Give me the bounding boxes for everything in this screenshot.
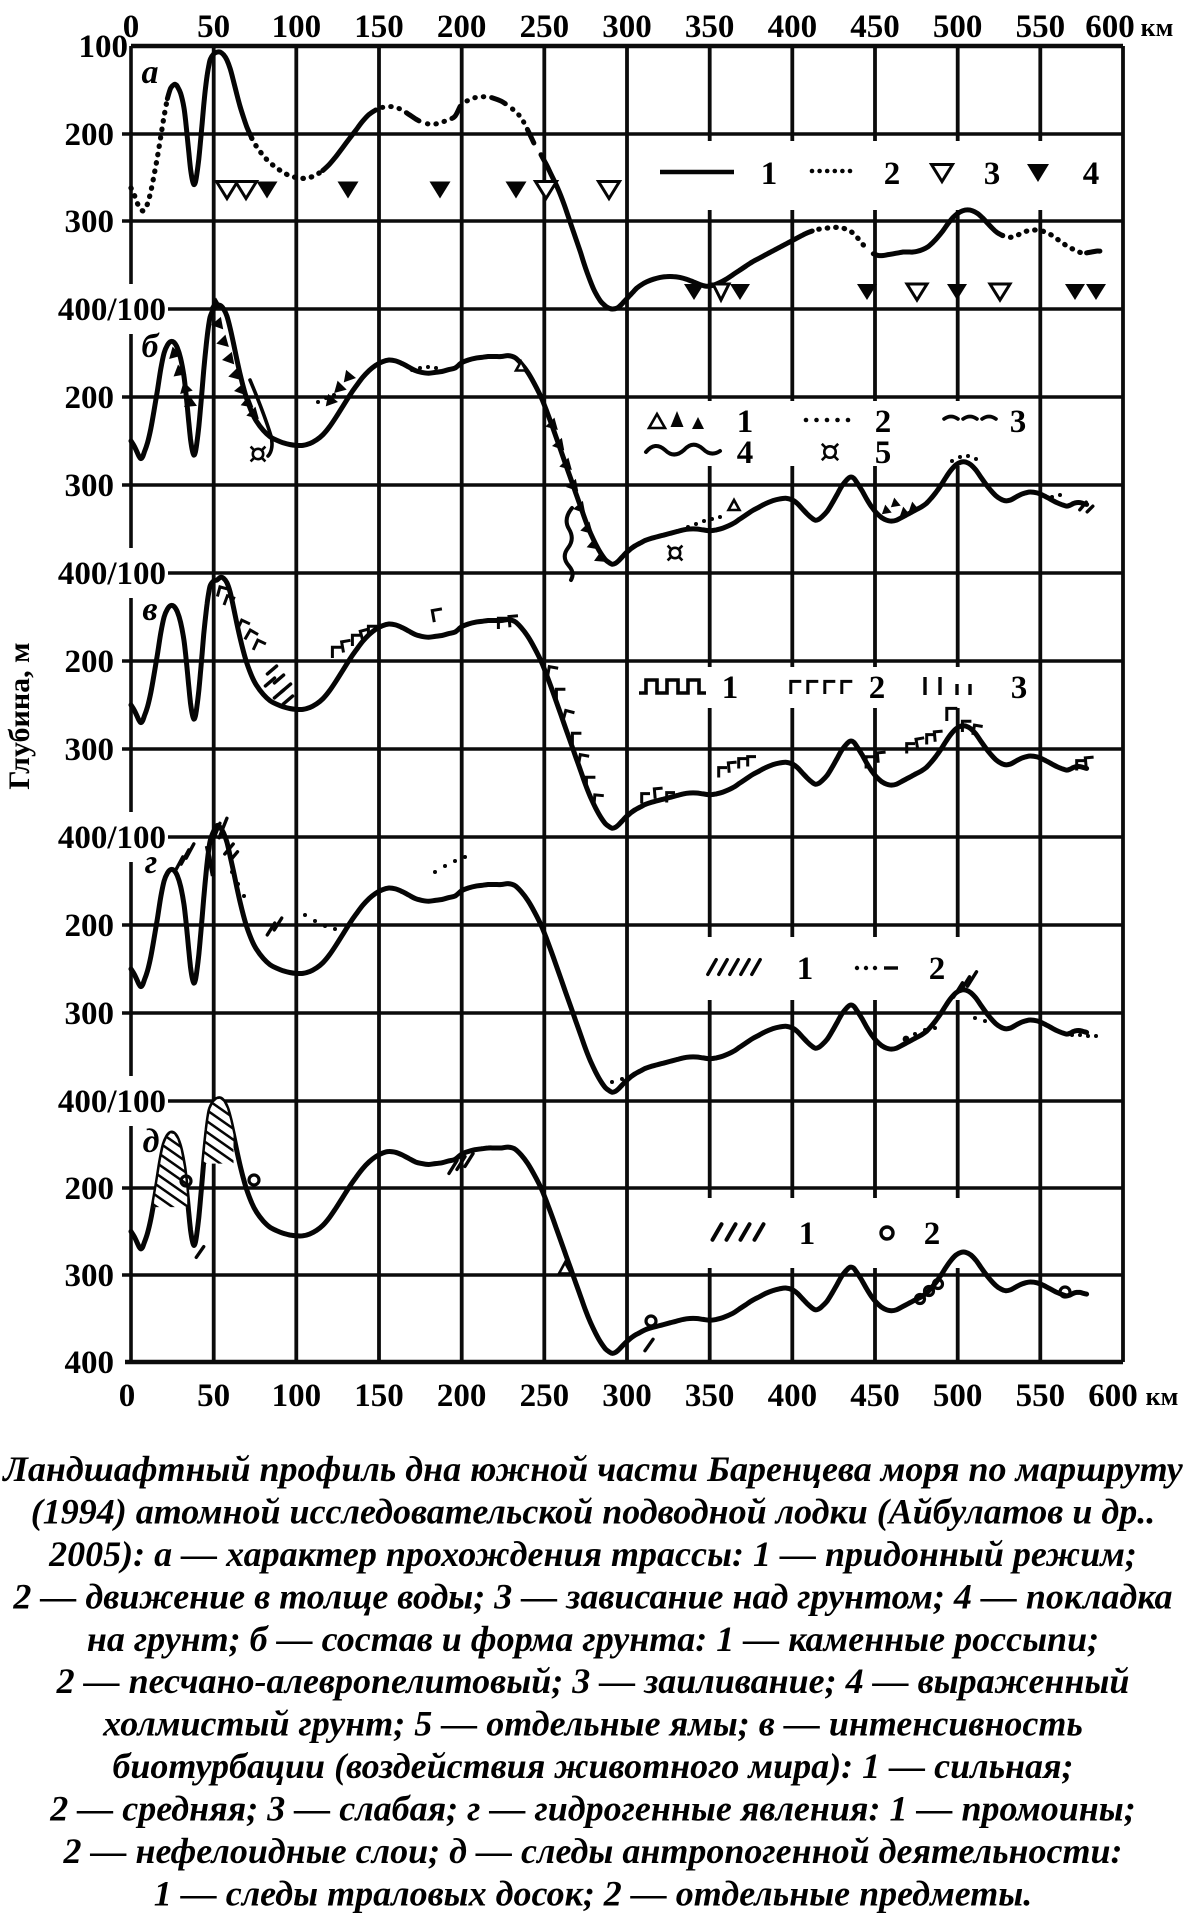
svg-text:0: 0 [119,1378,136,1414]
svg-text:б: б [142,328,161,365]
svg-text:200: 200 [437,9,487,45]
svg-text:2: 2 [924,1216,941,1252]
svg-text:2: 2 [869,670,886,706]
svg-text:150: 150 [354,1378,404,1414]
svg-text:200: 200 [65,1171,115,1207]
svg-text:400/100: 400/100 [58,1084,166,1120]
svg-text:450: 450 [850,1378,900,1414]
svg-text:холмистый грунт; 5 — отдельные: холмистый грунт; 5 — отдельные ямы; в — … [102,1704,1083,1744]
svg-text:200: 200 [65,644,115,680]
svg-text:400/100: 400/100 [58,820,166,856]
svg-text:400/100: 400/100 [58,292,166,328]
svg-text:200: 200 [437,1378,487,1414]
svg-text:300: 300 [65,996,115,1032]
svg-text:(1994) атомной исследовательск: (1994) атомной исследовательской подводн… [31,1492,1155,1532]
svg-text:2: 2 [875,404,892,440]
svg-text:300: 300 [65,204,115,240]
svg-text:600: 600 [1088,1378,1138,1414]
svg-text:400: 400 [768,1378,818,1414]
svg-text:500: 500 [933,1378,983,1414]
svg-text:д: д [143,1123,160,1160]
svg-text:50: 50 [197,1378,230,1414]
svg-text:600: 600 [1085,9,1135,45]
svg-text:100: 100 [272,9,322,45]
svg-text:300: 300 [602,9,652,45]
svg-text:350: 350 [685,1378,735,1414]
svg-text:200: 200 [65,908,115,944]
svg-text:200: 200 [65,117,115,153]
svg-text:3: 3 [1011,670,1028,706]
svg-text:300: 300 [65,732,115,768]
svg-text:2 — нефелоидные слои; д — след: 2 — нефелоидные слои; д — следы антропог… [62,1831,1122,1871]
svg-text:550: 550 [1016,1378,1066,1414]
svg-text:400: 400 [768,9,818,45]
svg-text:а: а [142,54,159,91]
svg-text:1: 1 [722,670,739,706]
svg-text:100: 100 [272,1378,322,1414]
svg-text:300: 300 [602,1378,652,1414]
svg-text:км: км [1141,13,1174,42]
svg-text:300: 300 [65,1258,115,1294]
svg-text:1: 1 [799,1216,816,1252]
svg-text:1: 1 [761,156,778,192]
svg-text:250: 250 [520,1378,570,1414]
svg-text:2 — движение в толще воды; 3 —: 2 — движение в толще воды; 3 — зависание… [12,1576,1172,1616]
svg-text:1: 1 [797,951,814,987]
svg-text:0: 0 [123,9,140,45]
svg-text:в: в [142,591,157,628]
svg-text:км: км [1146,1382,1179,1411]
svg-text:4: 4 [737,435,754,471]
svg-text:200: 200 [65,380,115,416]
svg-text:на грунт; б — состав и форма г: на грунт; б — состав и форма грунта: 1 —… [87,1619,1099,1659]
svg-text:3: 3 [984,156,1001,192]
svg-text:2 — средняя; 3 — слабая; г — г: 2 — средняя; 3 — слабая; г — гидрогенные… [49,1789,1136,1829]
svg-text:Глубина, м: Глубина, м [3,642,36,789]
svg-text:250: 250 [520,9,570,45]
svg-text:550: 550 [1016,9,1066,45]
svg-text:450: 450 [850,9,900,45]
svg-text:500: 500 [933,9,983,45]
svg-text:400: 400 [65,1345,115,1381]
svg-text:биотурбации (воздействия живот: биотурбации (воздействия животного мира)… [112,1746,1073,1786]
svg-text:400/100: 400/100 [58,556,166,592]
svg-text:2: 2 [884,156,901,192]
svg-text:50: 50 [197,9,230,45]
svg-text:г: г [145,844,158,881]
svg-text:2 — песчано-алевропелитовый; 3: 2 — песчано-алевропелитовый; 3 — заилива… [56,1661,1130,1701]
svg-text:4: 4 [1083,156,1100,192]
svg-text:1 — следы траловых досок; 2 —: 1 — следы траловых досок; 2 — отдельные … [154,1874,1033,1914]
svg-text:100: 100 [79,29,129,65]
svg-text:3: 3 [1010,404,1027,440]
svg-text:2: 2 [929,951,946,987]
svg-text:150: 150 [354,9,404,45]
svg-text:350: 350 [685,9,735,45]
svg-text:300: 300 [65,468,115,504]
svg-text:Ландшафтный профиль дна южной: Ландшафтный профиль дна южной части Баре… [1,1449,1184,1489]
svg-text:2005): а — характер прохождени: 2005): а — характер прохождения трассы: … [48,1534,1137,1574]
svg-text:1: 1 [737,404,754,440]
svg-text:5: 5 [875,435,892,471]
